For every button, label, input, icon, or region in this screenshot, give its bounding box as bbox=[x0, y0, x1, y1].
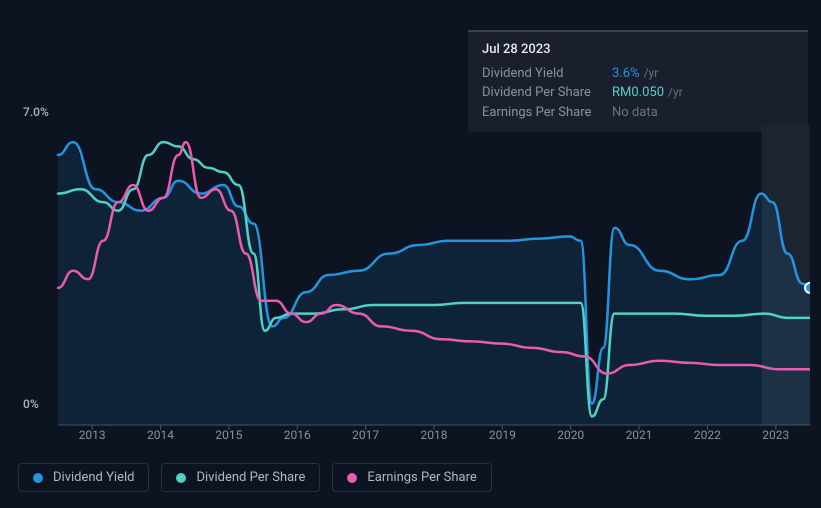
legend-dot bbox=[347, 473, 357, 483]
legend-item[interactable]: Dividend Yield bbox=[18, 463, 149, 492]
chart-legend: Dividend Yield Dividend Per Share Earnings… bbox=[18, 463, 492, 492]
legend-item[interactable]: Dividend Per Share bbox=[161, 463, 320, 492]
x-tick: 2016 bbox=[263, 428, 331, 450]
legend-item[interactable]: Earnings Per Share bbox=[332, 463, 491, 492]
tooltip-value: RM0.050/yr bbox=[612, 83, 683, 103]
tooltip-label: Dividend Per Share bbox=[482, 83, 612, 103]
tooltip-label: Dividend Yield bbox=[482, 64, 612, 84]
legend-dot bbox=[176, 473, 186, 483]
x-tick: 2017 bbox=[331, 428, 399, 450]
x-tick: 2013 bbox=[58, 428, 126, 450]
tooltip-value: 3.6%/yr bbox=[612, 64, 658, 84]
tooltip-row: Dividend Yield3.6%/yr bbox=[482, 64, 794, 84]
x-tick: 2021 bbox=[605, 428, 673, 450]
x-tick: 2019 bbox=[468, 428, 536, 450]
line-chart-svg bbox=[10, 105, 810, 450]
tooltip-row: Dividend Per ShareRM0.050/yr bbox=[482, 83, 794, 103]
legend-label: Dividend Yield bbox=[53, 470, 134, 485]
chart-area: 7.0% 0% Past 201320142015201620172018201… bbox=[10, 105, 810, 450]
x-tick: 2015 bbox=[195, 428, 263, 450]
x-axis: 2013201420152016201720182019202020212022… bbox=[58, 428, 810, 450]
x-tick: 2014 bbox=[126, 428, 194, 450]
x-tick: 2020 bbox=[537, 428, 605, 450]
tooltip-date: Jul 28 2023 bbox=[482, 40, 794, 60]
x-tick: 2023 bbox=[742, 428, 810, 450]
x-tick: 2018 bbox=[400, 428, 468, 450]
legend-label: Earnings Per Share bbox=[367, 470, 476, 485]
legend-dot bbox=[33, 473, 43, 483]
x-tick: 2022 bbox=[673, 428, 741, 450]
legend-label: Dividend Per Share bbox=[196, 470, 305, 485]
